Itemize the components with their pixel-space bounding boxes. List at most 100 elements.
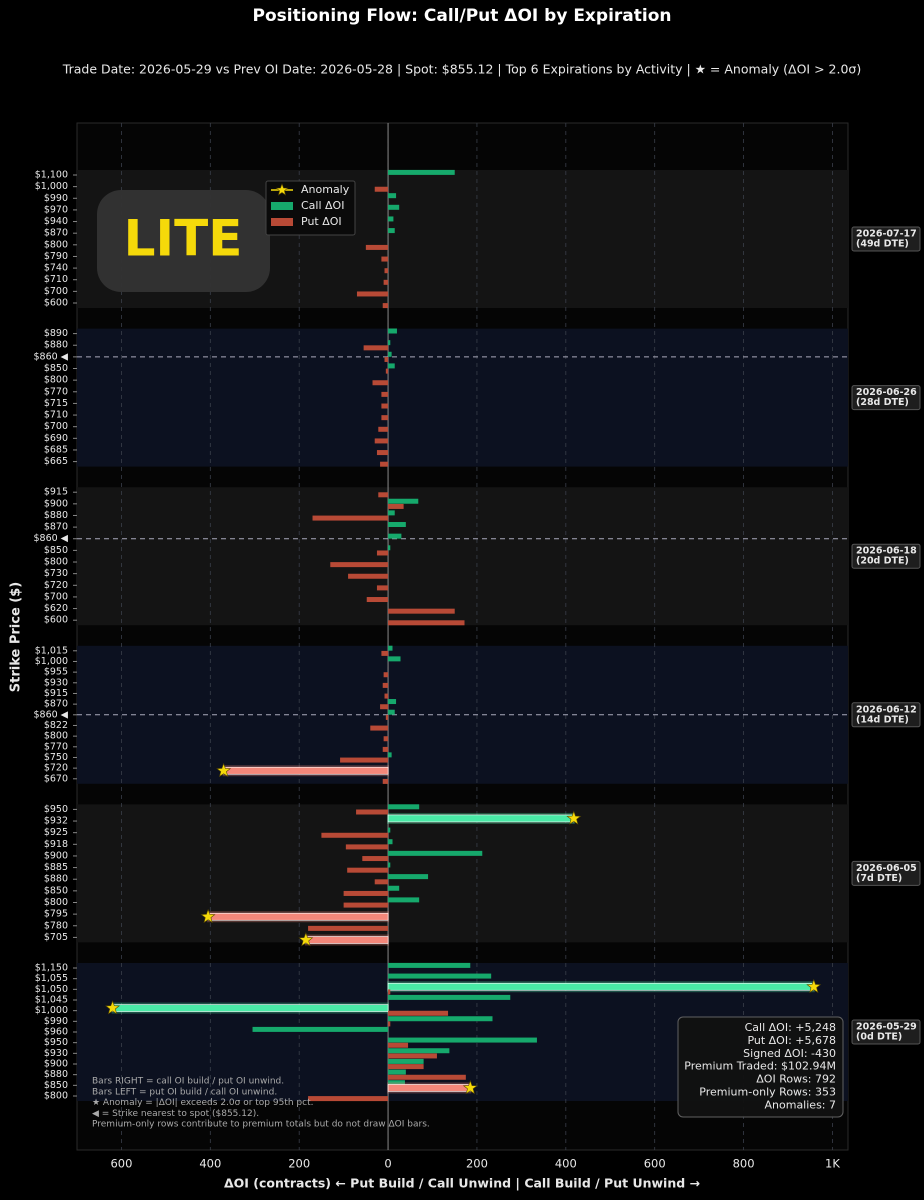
strike-label: $850 <box>44 363 68 374</box>
strike-label: $600 <box>44 615 68 626</box>
expiration-dte: (7d DTE) <box>856 873 902 884</box>
bar <box>388 1074 466 1080</box>
strike-label: $700 <box>44 421 68 432</box>
expiration-date: 2026-06-05 <box>856 863 917 874</box>
bar <box>388 193 397 199</box>
ticker: LITE <box>124 210 243 268</box>
expiration-date: 2026-06-18 <box>856 546 917 557</box>
strike-label: $1,100 <box>35 170 68 181</box>
strike-label: $1,050 <box>35 984 68 995</box>
strike-label: $925 <box>44 827 68 838</box>
bar <box>388 620 465 626</box>
bar <box>388 850 483 856</box>
bar <box>374 879 389 885</box>
legend-swatch <box>271 218 293 226</box>
bar <box>388 533 402 539</box>
strike-label: $850 <box>44 885 68 896</box>
expiration-band <box>77 328 848 467</box>
anomaly-bar <box>207 912 389 921</box>
bar <box>370 725 389 731</box>
bar <box>388 885 400 891</box>
bar <box>388 645 393 651</box>
footnote: Bars RIGHT = call OI build / put OI unwi… <box>92 1077 284 1087</box>
y-axis-label: Strike Price ($) <box>9 582 24 692</box>
strike-label: $720 <box>44 763 68 774</box>
bar <box>388 973 492 979</box>
bar <box>388 1048 450 1054</box>
bar <box>312 515 389 521</box>
strike-label: $950 <box>44 1037 68 1048</box>
bar <box>356 809 389 815</box>
x-tick-label: 400 <box>199 1157 221 1171</box>
strike-label: $915 <box>44 688 68 699</box>
strike-label: $900 <box>44 850 68 861</box>
expiration-date: 2026-07-17 <box>856 229 917 240</box>
x-tick-label: 400 <box>555 1157 577 1171</box>
strike-label: $880 <box>44 510 68 521</box>
strike-label: $890 <box>44 328 68 339</box>
bar <box>388 1080 405 1086</box>
bar <box>388 827 391 833</box>
bar <box>340 757 389 763</box>
strike-label: $1,045 <box>35 995 68 1006</box>
anomaly-bar <box>387 814 575 823</box>
summary-box <box>677 1016 844 1118</box>
strike-label: $690 <box>44 433 68 444</box>
bar <box>343 890 389 896</box>
strike-label: $880 <box>44 874 68 885</box>
strike-label: $1,150 <box>35 963 68 974</box>
strike-label: $900 <box>44 1059 68 1070</box>
bar <box>347 867 389 873</box>
legend-swatch <box>271 202 293 210</box>
strike-label: $770 <box>44 386 68 397</box>
strike-label: $860 ◀ <box>33 533 68 544</box>
strike-label: $795 <box>44 909 68 920</box>
x-tick-label: 600 <box>110 1157 132 1171</box>
strike-label: $740 <box>44 263 68 274</box>
bar <box>385 714 389 720</box>
expiration-tag <box>851 860 921 886</box>
bar <box>365 244 389 250</box>
bar <box>388 1010 449 1016</box>
bar <box>388 897 420 903</box>
expiration-dte: (14d DTE) <box>856 714 909 725</box>
bar <box>384 356 389 362</box>
bar <box>382 778 389 784</box>
anomaly-bar <box>223 766 389 775</box>
bar <box>388 216 394 222</box>
summary-line: Premium-only Rows: 353 <box>699 1086 836 1099</box>
strike-label: $685 <box>44 444 68 455</box>
footnote: Premium-only rows contribute to premium … <box>92 1120 430 1130</box>
strike-label: $915 <box>44 487 68 498</box>
expiration-tag <box>851 226 921 252</box>
strike-label: $885 <box>44 862 68 873</box>
summary-line: ΔOI Rows: 792 <box>756 1073 836 1086</box>
bar <box>388 498 419 504</box>
anomaly-star <box>275 183 289 196</box>
anomaly-star <box>216 762 232 778</box>
strike-label: $860 ◀ <box>33 351 68 362</box>
bar <box>388 608 455 614</box>
bar <box>345 844 389 850</box>
strike-label: $800 <box>44 375 68 386</box>
strike-label: $1,055 <box>35 973 68 984</box>
bar <box>388 340 391 346</box>
x-tick-label: 0 <box>384 1157 391 1171</box>
strike-label: $665 <box>44 456 68 467</box>
expiration-tag <box>851 1019 921 1045</box>
strike-label: $750 <box>44 752 68 763</box>
bar <box>321 832 389 838</box>
bar <box>388 1042 409 1048</box>
legend-label: Call ΔOI <box>301 199 344 212</box>
bar <box>388 862 391 868</box>
strike-label: $800 <box>44 897 68 908</box>
bar <box>384 693 389 699</box>
bar <box>388 989 391 995</box>
anomaly-star <box>200 908 216 924</box>
strike-label: $950 <box>44 804 68 815</box>
chart-subtitle: Trade Date: 2026-05-29 vs Prev OI Date: … <box>62 62 861 77</box>
strike-label: $780 <box>44 920 68 931</box>
footnote: Bars LEFT = put OI build / call OI unwin… <box>92 1087 277 1097</box>
strike-label: $940 <box>44 216 68 227</box>
strike-label: $880 <box>44 1069 68 1080</box>
